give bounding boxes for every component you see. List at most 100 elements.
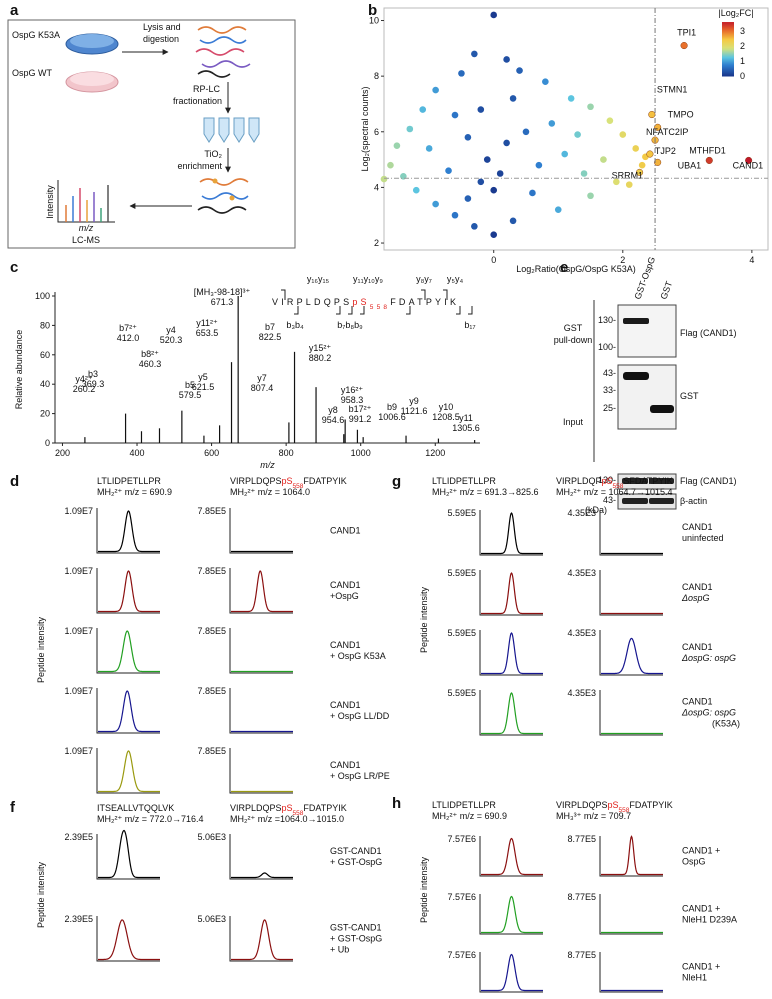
point	[471, 50, 478, 58]
y-tick-label: 4	[374, 182, 379, 192]
y-tick-label: 0	[45, 438, 50, 448]
plot-frame	[383, 7, 769, 251]
peptide-mod: pS	[282, 476, 293, 486]
trace	[481, 837, 543, 876]
panel-letter: e	[560, 259, 568, 276]
peptide-prefix: VIRPLDQPS	[556, 800, 608, 810]
probe-label: Flag (CAND1)	[680, 476, 737, 486]
panel-letter: c	[10, 259, 18, 276]
fragment-bracket	[281, 289, 286, 300]
point	[425, 145, 433, 152]
trace	[98, 919, 160, 961]
point	[567, 95, 575, 102]
panel-letter: g	[392, 473, 401, 490]
band	[623, 318, 649, 324]
x-tick-label: 800	[279, 448, 294, 458]
trace-axes	[229, 688, 293, 734]
colorbar-step	[722, 38, 734, 41]
colorbar-tick-label: 2	[740, 41, 745, 51]
ion-label: b5	[185, 380, 195, 390]
mz-label: 822.5	[259, 332, 282, 342]
sample-label: uninfected	[682, 533, 724, 543]
point	[471, 223, 478, 230]
ion-label: MH₂²⁺ m/z = 1064.7→1015.4	[556, 487, 673, 497]
peptide-icon	[197, 178, 249, 214]
point-label: NFATC2IP	[646, 127, 688, 137]
step-label: TiO₂	[204, 149, 222, 159]
tube	[218, 117, 230, 143]
peptide: LTLIDPETLLPR	[432, 476, 496, 486]
max-intensity-label: 7.57E6	[447, 892, 476, 902]
colorbar-step	[722, 36, 734, 39]
fragment-bracket	[456, 306, 461, 315]
point	[522, 128, 530, 136]
fragment-bracket	[360, 306, 365, 315]
point	[490, 186, 498, 194]
point-label: UBA1	[678, 160, 702, 170]
sample-label: OspG WT	[12, 68, 53, 78]
y-tick-label: 8	[374, 71, 379, 81]
y-axis-label: Peptide intensity	[36, 616, 46, 683]
mz-label: 520.3	[160, 335, 183, 345]
peptide-prefix: VIRPLDQPS	[230, 476, 282, 486]
point	[445, 167, 452, 175]
point	[587, 192, 594, 200]
y-axis-label: Peptide intensity	[419, 586, 429, 653]
sample-label: + GST-OspG	[330, 934, 382, 944]
trace	[481, 572, 543, 615]
colorbar-step	[722, 74, 734, 77]
mz-label: 412.0	[117, 333, 140, 343]
peptide	[197, 26, 247, 34]
highlight-point	[646, 150, 654, 158]
point	[606, 117, 614, 124]
point	[632, 145, 639, 152]
tube	[248, 117, 260, 143]
sample-label: CAND1	[330, 580, 361, 590]
peptide: LTLIDPETLLPR	[97, 476, 161, 486]
b-ion-label: b₃b₄	[286, 320, 304, 330]
colorbar-step	[722, 46, 734, 49]
point-label: TMPO	[668, 109, 694, 119]
step-label: digestion	[143, 34, 179, 44]
highlight-point	[654, 123, 662, 131]
y-tick-label: 60	[40, 350, 50, 360]
point-label: TPI1	[677, 28, 696, 38]
ion-label: MH₃³⁺ m/z = 709.7	[556, 811, 631, 821]
band	[622, 478, 648, 484]
point	[451, 211, 459, 219]
trace-axes	[229, 916, 293, 962]
colorbar-step	[722, 34, 734, 37]
y-axis-label: Log₂(spectral counts)	[360, 86, 370, 171]
ion-label: y5	[198, 372, 208, 382]
trace-axes	[479, 630, 543, 676]
point	[477, 106, 485, 113]
trace	[481, 632, 543, 675]
max-intensity-label: 5.06E3	[197, 914, 226, 924]
point	[490, 231, 498, 239]
sample-label: + OspG LL/DD	[330, 711, 390, 721]
trace-axes	[599, 690, 663, 736]
tube	[233, 117, 245, 143]
trace-axes	[229, 568, 293, 614]
trace-axes	[479, 690, 543, 736]
point	[548, 120, 556, 127]
sample-label: CAND1	[330, 700, 361, 710]
point	[464, 134, 472, 141]
point	[419, 106, 427, 113]
colorbar-step	[722, 64, 734, 67]
peptide	[201, 192, 249, 200]
b-ion-label: b₇b₈b₉	[337, 320, 363, 330]
point	[529, 189, 536, 197]
point	[554, 206, 562, 213]
trace-axes	[96, 568, 160, 614]
mz-label: 880.2	[309, 353, 332, 363]
step-label: LC-MS	[72, 235, 100, 245]
colorbar-step	[722, 60, 734, 63]
point	[412, 186, 420, 194]
panel-letter: a	[10, 2, 19, 19]
x-tick-label: 1000	[351, 448, 371, 458]
x-tick-label: 400	[130, 448, 145, 458]
peptide	[197, 206, 247, 214]
point-label: MTHFD1	[689, 145, 726, 155]
highlight-point	[680, 42, 688, 50]
